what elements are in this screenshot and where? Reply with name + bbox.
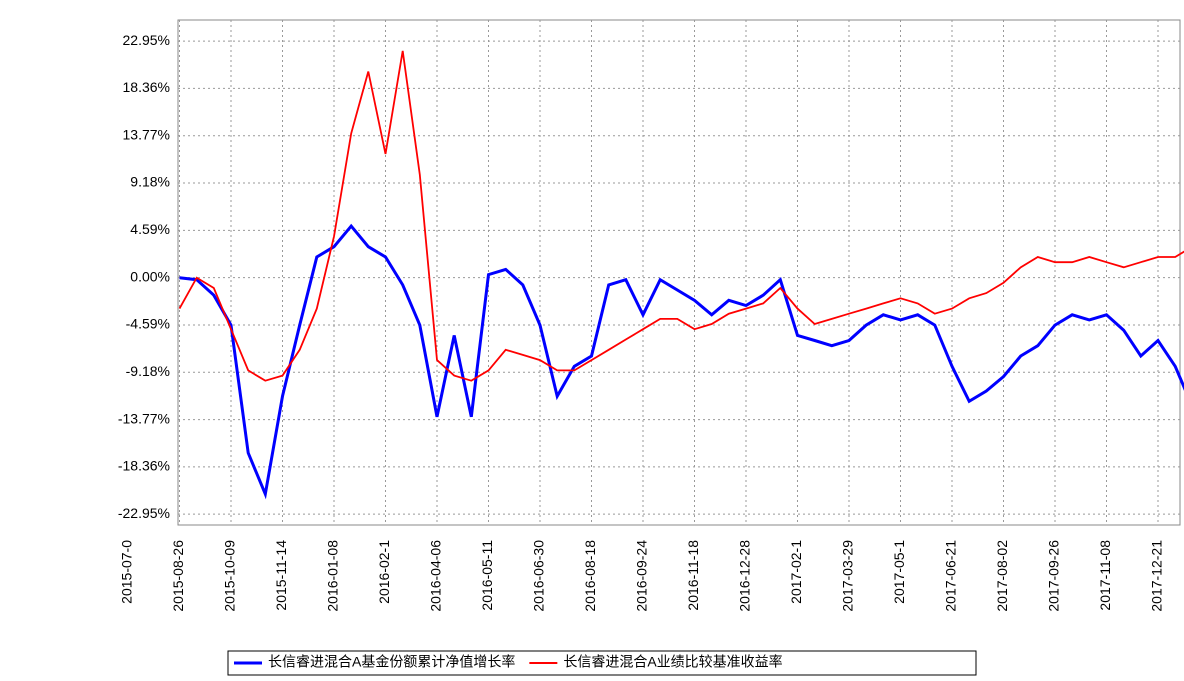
y-tick-label: 0.00% [130,268,170,284]
y-tick-label: -22.95% [118,505,170,521]
y-tick-label: 22.95% [123,32,170,48]
x-tick-label: 2016-01-08 [325,540,341,612]
x-tick-label: 2015-10-09 [222,540,238,612]
y-tick-label: -13.77% [118,410,170,426]
x-tick-label: 2017-06-21 [943,540,959,612]
x-tick-label: 2017-08-02 [994,540,1010,612]
x-tick-label: 2016-11-18 [685,540,701,611]
x-tick-label: 2016-02-1 [376,540,392,604]
x-tick-label: 2017-05-1 [891,540,907,604]
x-tick-label: 2015-11-14 [273,540,289,611]
y-tick-label: -4.59% [126,316,170,332]
x-tick-label: 2016-05-11 [479,540,495,611]
legend-label: 长信睿进混合A基金份额累计净值增长率 [268,654,515,670]
y-tick-label: -18.36% [118,458,170,474]
x-tick-label: 2016-09-24 [634,540,650,612]
x-tick-label: 2015-08-26 [170,540,186,612]
y-tick-label: -9.18% [126,363,170,379]
series-line [179,223,1184,500]
x-tick-label: 2016-12-28 [737,540,753,612]
x-tick-label: 2017-09-26 [1046,540,1062,612]
series-line [178,50,1184,382]
x-tick-label: 2017-12-21 [1149,540,1165,612]
x-tick-label: 2017-02-1 [788,540,804,604]
x-tick-label: 2015-07-0 [119,540,135,604]
x-tick-label: 2017-03-29 [840,540,856,612]
x-tick-label: 2017-11-08 [1097,540,1113,611]
legend-box [227,650,977,676]
y-tick-label: 4.59% [130,221,170,237]
y-tick-label: 18.36% [123,79,170,95]
legend-label: 长信睿进混合A业绩比较基准收益率 [563,654,782,670]
x-tick-label: 2016-04-06 [428,540,444,612]
x-tick-label: 2016-06-30 [531,540,547,612]
y-tick-label: 9.18% [130,174,170,190]
x-tick-label: 2016-08-18 [582,540,598,612]
y-tick-label: 13.77% [123,126,170,142]
plot-frame [177,19,1181,526]
